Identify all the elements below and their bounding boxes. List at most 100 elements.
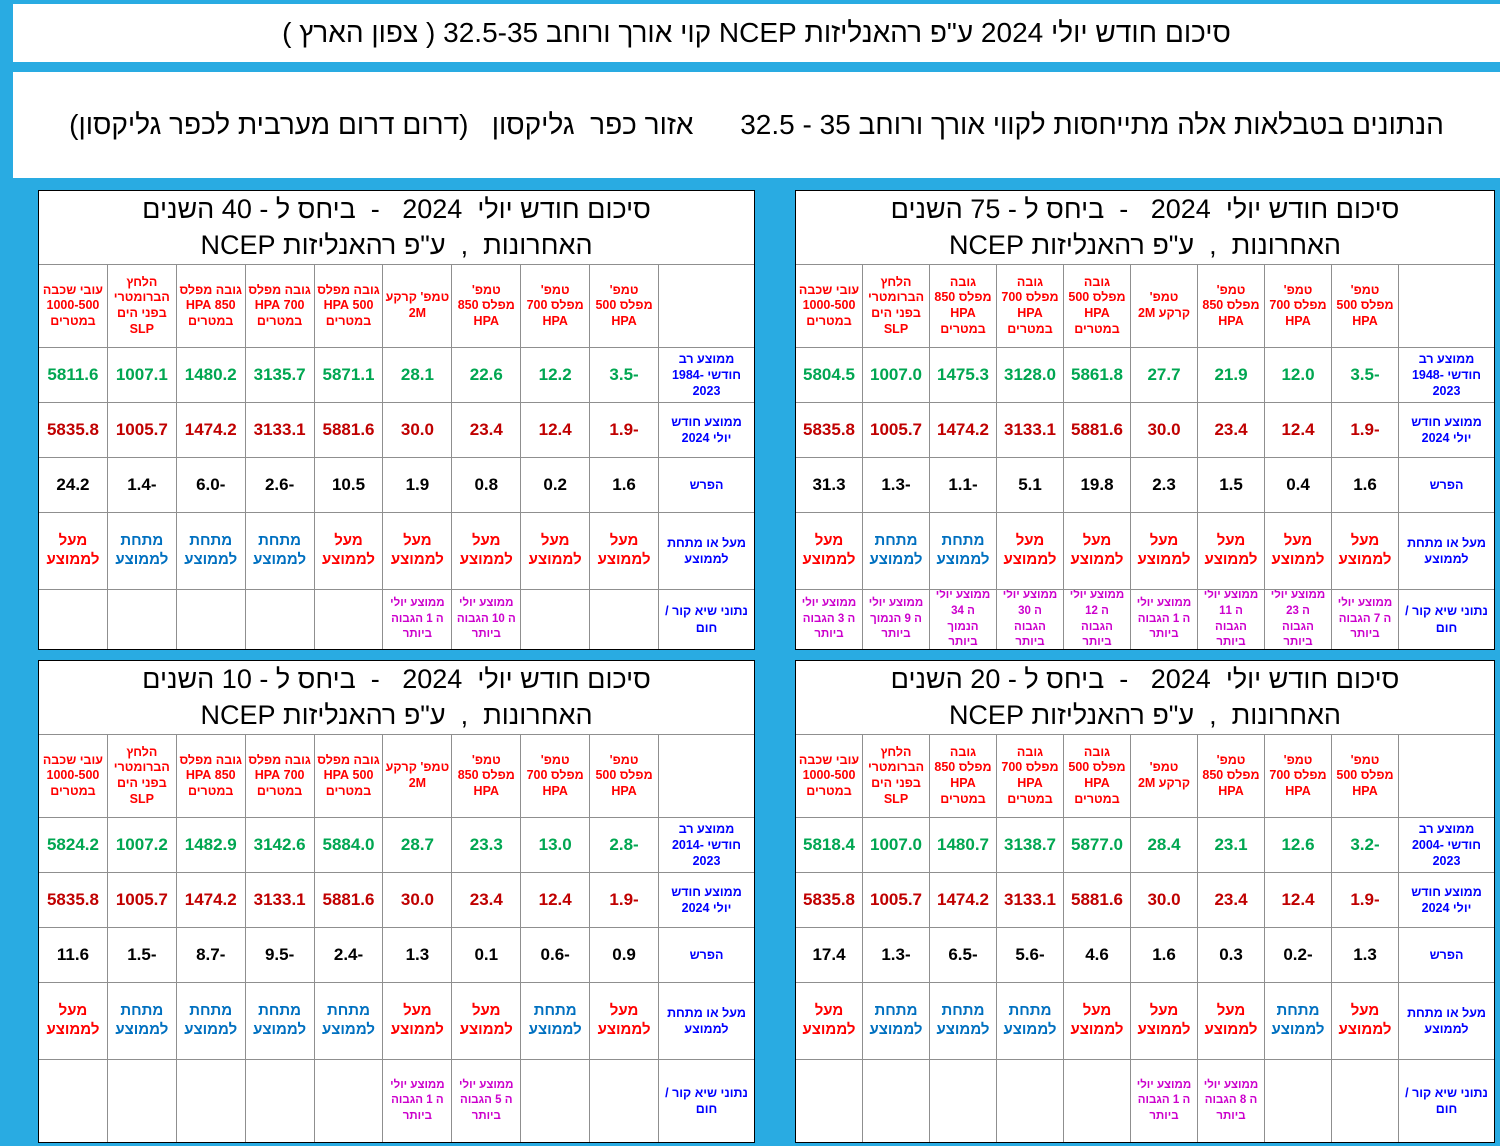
record-cell: ממוצע יולי ה 8 הגבוה ביותר bbox=[1198, 1060, 1264, 1142]
table-title: סיכום חודש יולי 2024 - ביחס ל - 10 השנים… bbox=[39, 661, 754, 734]
value-cell-july-2024-average: 23.4 bbox=[452, 873, 521, 927]
value-cell-july-2024-average: 30.0 bbox=[383, 403, 452, 457]
column-header: עובי שכבה 1000-500 במטרים bbox=[796, 265, 862, 347]
row-label-long-term-average: ממוצע רב חודשי 2004-2023 bbox=[1399, 818, 1494, 872]
value-cell-difference: 1.6 bbox=[1131, 928, 1197, 982]
record-cell bbox=[930, 1060, 996, 1142]
column-header: טמפ' קרקע 2M bbox=[383, 265, 452, 347]
summary-table-10-years: סיכום חודש יולי 2024 - ביחס ל - 10 השנים… bbox=[38, 660, 755, 1143]
above-below-cell: מתחת לממוצע bbox=[863, 983, 929, 1059]
value-cell-difference: 1.5 bbox=[1198, 458, 1264, 512]
above-below-cell: מעל לממוצע bbox=[1198, 513, 1264, 589]
table-title: סיכום חודש יולי 2024 - ביחס ל - 20 השנים… bbox=[796, 661, 1494, 734]
row-label-difference: הפרש bbox=[659, 458, 754, 512]
column-header: גובה מפלס 700 HPA במטרים bbox=[245, 265, 314, 347]
summary-table-20-years: סיכום חודש יולי 2024 - ביחס ל - 20 השנים… bbox=[795, 660, 1495, 1143]
record-cell: ממוצע יולי ה 3 הגבוה ביותר bbox=[796, 590, 862, 649]
value-cell-difference: -5.6 bbox=[997, 928, 1063, 982]
value-cell-july-2024-average: 30.0 bbox=[1131, 873, 1197, 927]
value-cell-long-term-average: 1475.3 bbox=[930, 348, 996, 402]
value-cell-long-term-average: 3138.7 bbox=[997, 818, 1063, 872]
above-below-cell: מתחת לממוצע bbox=[930, 983, 996, 1059]
value-cell-difference: -2.6 bbox=[245, 458, 314, 512]
row-label-above-below: מעל או מתחת לממוצע bbox=[1399, 983, 1494, 1059]
record-cell: ממוצע יולי ה 34 הנמוך ביותר bbox=[930, 590, 996, 649]
above-below-cell: מתחת לממוצע bbox=[997, 983, 1063, 1059]
value-cell-july-2024-average: 5881.6 bbox=[314, 403, 383, 457]
column-header: גובה מפלס 850 HPA במטרים bbox=[176, 265, 245, 347]
record-cell: ממוצע יולי ה 7 הגבוה ביותר bbox=[1332, 590, 1398, 649]
value-cell-difference: 11.6 bbox=[39, 928, 107, 982]
record-cell: ממוצע יולי ה 1 הגבוה ביותר bbox=[1131, 590, 1197, 649]
value-cell-long-term-average: -3.5 bbox=[1332, 348, 1398, 402]
value-cell-difference: 2.3 bbox=[1131, 458, 1197, 512]
record-cell bbox=[1332, 1060, 1398, 1142]
value-cell-long-term-average: 28.1 bbox=[383, 348, 452, 402]
column-header: טמפ' מפלס 700 HPA bbox=[521, 735, 590, 817]
above-below-cell: מעל לממוצע bbox=[1064, 513, 1130, 589]
column-header: גובה מפלס 500 HPA במטרים bbox=[314, 265, 383, 347]
value-cell-july-2024-average: -1.9 bbox=[1332, 873, 1398, 927]
column-header: טמפ' מפלס 500 HPA bbox=[590, 735, 658, 817]
above-below-cell: מעל לממוצע bbox=[383, 513, 452, 589]
value-cell-long-term-average: 3142.6 bbox=[245, 818, 314, 872]
record-cell bbox=[314, 1060, 383, 1142]
record-cell bbox=[107, 590, 176, 649]
value-cell-long-term-average: 23.3 bbox=[452, 818, 521, 872]
column-header: הלחץ הברומטרי בפני הים SLP bbox=[107, 265, 176, 347]
above-below-cell: מתחת לממוצע bbox=[521, 983, 590, 1059]
column-header: טמפ' מפלס 500 HPA bbox=[1332, 265, 1398, 347]
column-header: גובה מפלס 700 HPA במטרים bbox=[997, 265, 1063, 347]
value-cell-july-2024-average: 3133.1 bbox=[245, 873, 314, 927]
column-header: עובי שכבה 1000-500 במטרים bbox=[796, 735, 862, 817]
value-cell-long-term-average: 5818.4 bbox=[796, 818, 862, 872]
value-cell-long-term-average: 5871.1 bbox=[314, 348, 383, 402]
value-cell-difference: 5.1 bbox=[997, 458, 1063, 512]
value-cell-july-2024-average: 1474.2 bbox=[176, 403, 245, 457]
value-cell-july-2024-average: 3133.1 bbox=[997, 403, 1063, 457]
record-cell bbox=[245, 1060, 314, 1142]
corner-cell bbox=[1399, 265, 1494, 347]
column-header: הלחץ הברומטרי בפני הים SLP bbox=[863, 735, 929, 817]
row-label-long-term-average: ממוצע רב חודשי 2014-2023 bbox=[659, 818, 754, 872]
value-cell-difference: 31.3 bbox=[796, 458, 862, 512]
value-cell-difference: 0.9 bbox=[590, 928, 658, 982]
value-cell-july-2024-average: 1474.2 bbox=[176, 873, 245, 927]
record-cell bbox=[521, 590, 590, 649]
row-label-long-term-average: ממוצע רב חודשי 1984-2023 bbox=[659, 348, 754, 402]
record-cell bbox=[107, 1060, 176, 1142]
row-label-above-below: מעל או מתחת לממוצע bbox=[659, 513, 754, 589]
value-cell-difference: 4.6 bbox=[1064, 928, 1130, 982]
value-cell-long-term-average: 5804.5 bbox=[796, 348, 862, 402]
value-cell-july-2024-average: 12.4 bbox=[1265, 403, 1331, 457]
value-cell-difference: -0.2 bbox=[1265, 928, 1331, 982]
value-cell-difference: -1.3 bbox=[863, 928, 929, 982]
value-cell-long-term-average: 5824.2 bbox=[39, 818, 107, 872]
row-label-records: נתוני שיא קור / חום bbox=[1399, 590, 1494, 649]
value-cell-long-term-average: 1007.0 bbox=[863, 348, 929, 402]
above-below-cell: מעל לממוצע bbox=[452, 513, 521, 589]
value-cell-july-2024-average: 5835.8 bbox=[796, 873, 862, 927]
value-cell-july-2024-average: 1005.7 bbox=[863, 403, 929, 457]
column-header: טמפ' קרקע 2M bbox=[383, 735, 452, 817]
value-cell-long-term-average: 22.6 bbox=[452, 348, 521, 402]
column-header: טמפ' קרקע 2M bbox=[1131, 265, 1197, 347]
column-header: טמפ' מפלס 700 HPA bbox=[1265, 265, 1331, 347]
value-cell-long-term-average: 27.7 bbox=[1131, 348, 1197, 402]
value-cell-difference: 1.6 bbox=[1332, 458, 1398, 512]
column-header: גובה מפלס 700 HPA במטרים bbox=[997, 735, 1063, 817]
above-below-cell: מעל לממוצע bbox=[1131, 513, 1197, 589]
value-cell-long-term-average: 1007.1 bbox=[107, 348, 176, 402]
value-cell-july-2024-average: -1.9 bbox=[590, 873, 658, 927]
value-cell-july-2024-average: 1474.2 bbox=[930, 403, 996, 457]
value-cell-difference: 0.4 bbox=[1265, 458, 1331, 512]
value-cell-long-term-average: 12.6 bbox=[1265, 818, 1331, 872]
record-cell bbox=[39, 1060, 107, 1142]
value-cell-july-2024-average: 3133.1 bbox=[245, 403, 314, 457]
record-cell bbox=[590, 1060, 658, 1142]
above-below-cell: מעל לממוצע bbox=[383, 983, 452, 1059]
column-header: טמפ' מפלס 850 HPA bbox=[1198, 735, 1264, 817]
value-cell-july-2024-average: 1005.7 bbox=[107, 403, 176, 457]
record-cell bbox=[997, 1060, 1063, 1142]
value-cell-difference: 0.1 bbox=[452, 928, 521, 982]
